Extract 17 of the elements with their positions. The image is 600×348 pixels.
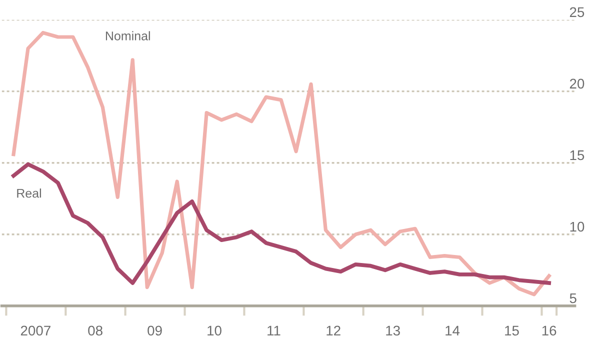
- y-tick-label: 20: [570, 78, 584, 89]
- x-tick-label: 14: [446, 326, 460, 336]
- x-tick-label: 13: [386, 326, 400, 336]
- series-label: Real: [17, 188, 41, 198]
- x-tick-label: 08: [88, 326, 102, 336]
- x-tick-label: 12: [326, 326, 340, 336]
- x-tick-label: 16: [542, 326, 556, 336]
- series-label: Nominal: [106, 31, 150, 40]
- x-tick-label: 2007: [20, 326, 50, 336]
- x-tick-label: 11: [268, 326, 280, 336]
- x-tick-label: 15: [505, 326, 519, 336]
- y-tick-label: 25: [570, 7, 584, 18]
- y-tick-label: 5: [570, 293, 576, 304]
- y-tick-label: 10: [570, 222, 584, 232]
- x-tick-label: 09: [148, 326, 162, 336]
- x-tick-label: 10: [208, 326, 222, 336]
- y-tick-label: 15: [570, 150, 584, 160]
